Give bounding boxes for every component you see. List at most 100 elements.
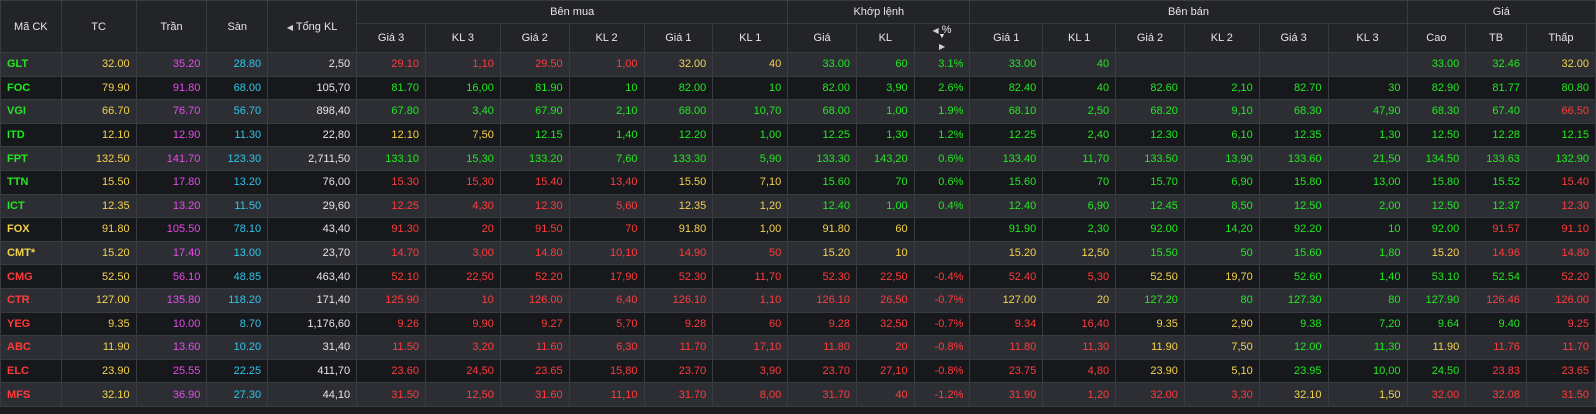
table-row[interactable]: FOX 91.80 105.50 78.10 43,40 91.30 20 91.50 70 91…: [0, 217, 1596, 242]
tb-cell: 12.37: [1465, 193, 1527, 219]
table-row[interactable]: YEG 9.35 10.00 8.70 1,176,60 9.26 9,90 9.27 5,70…: [0, 311, 1596, 337]
tran-cell: 25.55: [135, 358, 208, 384]
col-sell-gia2[interactable]: Giá 2: [1115, 23, 1185, 53]
table-row[interactable]: MFS 32.10 36.90 27.30 44,10 31.50 12,50 31.60 11…: [0, 382, 1596, 407]
tong-kl-cell: 44,10: [267, 382, 358, 407]
col-thap[interactable]: Thấp: [1525, 23, 1596, 53]
sell-gia2-cell: 23.90: [1115, 358, 1185, 384]
col-buy-kl1[interactable]: KL 1: [712, 23, 789, 53]
pct-left-arrow-icon[interactable]: ◀: [932, 26, 939, 35]
sell-gia2-cell: 15.70: [1115, 169, 1185, 195]
pct-right-arrow-icon[interactable]: ▶: [938, 42, 946, 51]
col-sell-gia1[interactable]: Giá 1: [969, 23, 1044, 53]
symbol-cell[interactable]: ITD: [0, 122, 62, 148]
group-ben-ban: Bên bán: [969, 0, 1408, 24]
san-cell: 11.30: [206, 122, 269, 148]
buy-kl1-cell: 1,10: [712, 287, 789, 313]
tong-kl-cell: 2,711,50: [267, 146, 358, 171]
thap-cell: 12.30: [1525, 193, 1596, 219]
col-cao[interactable]: Cao: [1406, 23, 1467, 53]
table-row[interactable]: ABC 11.90 13.60 10.20 31,40 11.50 3,20 11.60 6,3…: [0, 335, 1596, 360]
col-buy-gia2[interactable]: Giá 2: [499, 23, 570, 53]
tc-cell: 132.50: [60, 146, 137, 171]
table-row[interactable]: ICT 12.35 13.20 11.50 29,60 12.25 4,30 12.30 5,6…: [0, 193, 1596, 219]
san-cell: 11.50: [206, 193, 269, 219]
symbol-cell[interactable]: VGI: [0, 99, 62, 124]
table-row[interactable]: CMG 52.50 56.10 48.85 463,40 52.10 22,50 52.20 1…: [0, 264, 1596, 289]
buy-gia3-cell: 133.10: [356, 146, 426, 171]
col-tc[interactable]: TC: [60, 0, 137, 53]
buy-kl1-cell: 3,90: [712, 358, 789, 384]
symbol-cell[interactable]: CMT*: [0, 240, 62, 266]
tc-cell: 11.90: [60, 335, 137, 360]
table-row[interactable]: VGI 66.70 76.70 56.70 898,40 67.80 3,40 67.90 2,…: [0, 99, 1596, 124]
san-cell: 22.25: [206, 358, 269, 384]
col-buy-kl2[interactable]: KL 2: [568, 23, 645, 53]
table-row[interactable]: CTR 127.00 135.80 118.20 171,40 125.90 10 126.0…: [0, 287, 1596, 313]
tb-cell: 91.57: [1465, 217, 1527, 242]
group-khop-lenh: Khớp lệnh: [787, 0, 971, 24]
sell-kl3-cell: 2,00: [1327, 193, 1408, 219]
symbol-cell[interactable]: FOX: [0, 217, 62, 242]
col-sell-kl2[interactable]: KL 2: [1183, 23, 1260, 53]
table-row[interactable]: CMT* 15.20 17.40 13.00 23,70 14.70 3,00 14.80 10…: [0, 240, 1596, 266]
symbol-cell[interactable]: ABC: [0, 335, 62, 360]
col-buy-gia3[interactable]: Giá 3: [356, 23, 426, 53]
symbol-cell[interactable]: CMG: [0, 264, 62, 289]
symbol-cell[interactable]: ICT: [0, 193, 62, 219]
col-san[interactable]: Sàn: [206, 0, 269, 53]
symbol-cell[interactable]: YEG: [0, 311, 62, 337]
match-kl-cell: 1,00: [856, 99, 915, 124]
match-gia-cell: 12.25: [787, 122, 857, 148]
col-tran[interactable]: Trần: [135, 0, 208, 53]
col-buy-gia1[interactable]: Giá 1: [643, 23, 714, 53]
sell-kl1-cell: 2,30: [1042, 217, 1117, 242]
symbol-cell[interactable]: TTN: [0, 169, 62, 195]
buy-kl2-cell: 1,00: [568, 52, 645, 77]
sell-kl2-cell: [1183, 52, 1260, 77]
col-tong-kl[interactable]: ◀ Tổng KL: [267, 0, 358, 53]
match-gia-cell: 12.40: [787, 193, 857, 219]
symbol-cell[interactable]: FPT: [0, 146, 62, 171]
col-sell-kl1[interactable]: KL 1: [1042, 23, 1117, 53]
symbol-cell[interactable]: ELC: [0, 358, 62, 384]
symbol-cell[interactable]: MFS: [0, 382, 62, 407]
buy-kl3-cell: 9,90: [424, 311, 501, 337]
tb-cell: 67.40: [1465, 99, 1527, 124]
table-row[interactable]: TTN 15.50 17.80 13.20 76,00 15.30 15,30 15.40 13…: [0, 169, 1596, 195]
table-row[interactable]: ITD 12.10 12.90 11.30 22,80 12.10 7,50 12.15 1,4…: [0, 122, 1596, 148]
col-symbol[interactable]: Mã CK: [0, 0, 62, 53]
table-row[interactable]: ELC 23.90 25.55 22.25 411,70 23.60 24,50 23.65 1…: [0, 358, 1596, 384]
symbol-cell[interactable]: CTR: [0, 287, 62, 313]
symbol-cell[interactable]: GLT: [0, 52, 62, 77]
cao-cell: 15.20: [1406, 240, 1467, 266]
match-kl-cell: 1,30: [856, 122, 915, 148]
col-sell-kl3[interactable]: KL 3: [1327, 23, 1408, 53]
sell-kl2-cell: 3,30: [1183, 382, 1260, 407]
tong-kl-cell: 31,40: [267, 335, 358, 360]
buy-gia2-cell: 12.15: [499, 122, 570, 148]
cao-cell: 134.50: [1406, 146, 1467, 171]
buy-kl2-cell: 2,10: [568, 99, 645, 124]
col-match-gia[interactable]: Giá: [787, 23, 857, 53]
buy-gia3-cell: 9.26: [356, 311, 426, 337]
col-match-kl[interactable]: KL: [856, 23, 915, 53]
table-row[interactable]: FOC 79.90 91.80 68.00 105,70 81.70 16,00 81.90 1…: [0, 75, 1596, 101]
sell-kl1-cell: 11,30: [1042, 335, 1117, 360]
col-match-pct[interactable]: ◀ % ▼ ▶: [913, 23, 971, 53]
col-tb[interactable]: TB: [1465, 23, 1527, 53]
sell-gia2-cell: 133.50: [1115, 146, 1185, 171]
col-sell-gia3[interactable]: Giá 3: [1258, 23, 1329, 53]
sell-gia1-cell: 91.90: [969, 217, 1044, 242]
tran-cell: 76.70: [135, 99, 208, 124]
table-row[interactable]: FPT 132.50 141.70 123.30 2,711,50 133.10 15,30…: [0, 146, 1596, 171]
scroll-left-icon[interactable]: ◀: [286, 22, 293, 32]
tran-cell: 13.20: [135, 193, 208, 219]
symbol-cell[interactable]: FOC: [0, 75, 62, 101]
buy-gia2-cell: 126.00: [499, 287, 570, 313]
tc-cell: 12.35: [60, 193, 137, 219]
col-buy-kl3[interactable]: KL 3: [424, 23, 501, 53]
sell-gia3-cell: 92.20: [1258, 217, 1329, 242]
table-row[interactable]: GLT 32.00 35.20 28.80 2,50 29.10 1,10 29.50 1,00…: [0, 52, 1596, 77]
thap-cell: 80.80: [1525, 75, 1596, 101]
